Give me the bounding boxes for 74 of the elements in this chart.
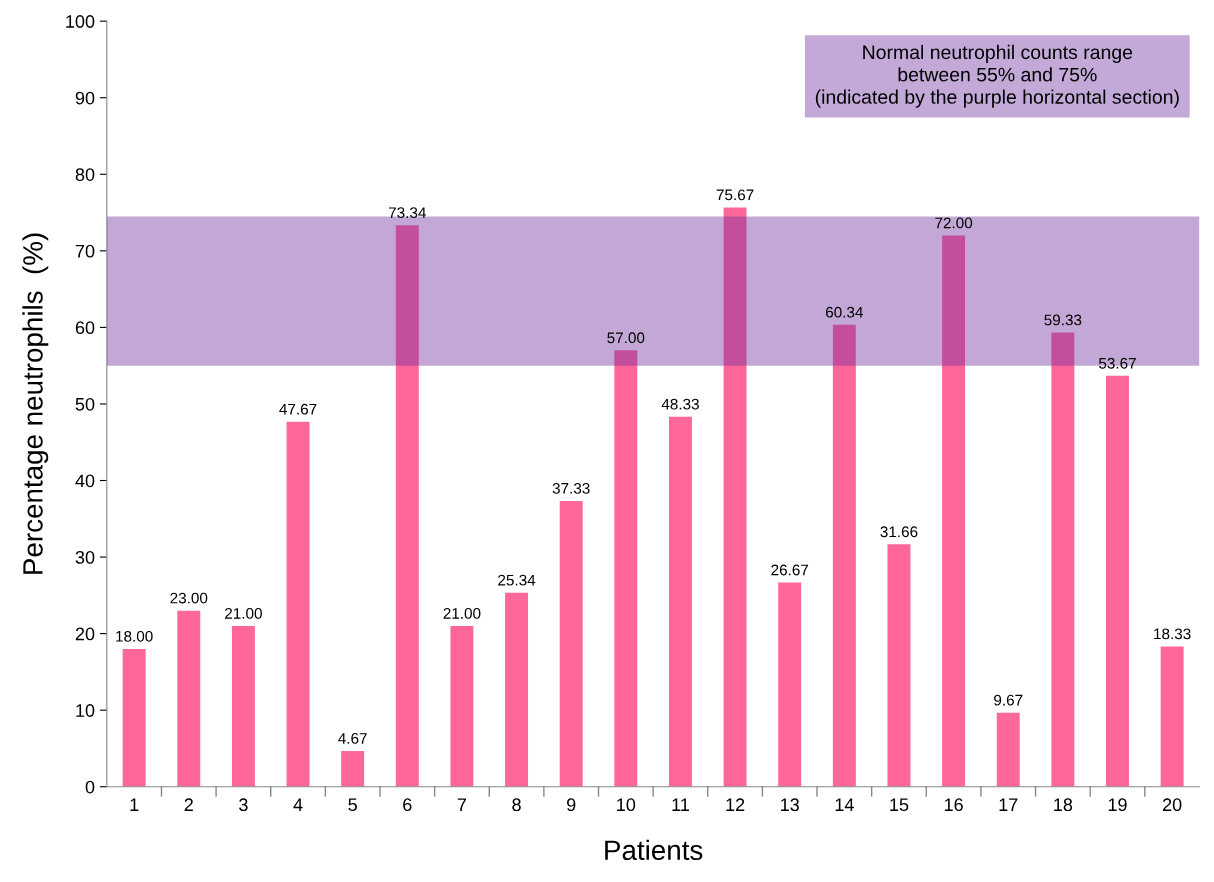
x-tick-label: 12 <box>726 798 745 811</box>
bar <box>723 207 747 787</box>
data-label: 72.00 <box>935 217 973 229</box>
y-tick-label: 40 <box>75 474 95 488</box>
x-tick-label: 9 <box>567 798 576 812</box>
x-tick-label: 6 <box>403 798 412 812</box>
bar <box>614 350 638 787</box>
y-tick-label: 20 <box>75 627 95 641</box>
data-label: 21.00 <box>443 607 481 619</box>
data-label: 37.33 <box>552 482 590 494</box>
x-tick-label: 7 <box>457 798 467 811</box>
data-label: 4.67 <box>338 732 367 744</box>
data-label: 48.33 <box>661 398 699 410</box>
data-label: 47.67 <box>279 403 317 415</box>
x-tick-label: 17 <box>999 798 1018 811</box>
x-tick-label: 18 <box>1054 798 1073 812</box>
bar <box>559 500 583 787</box>
y-tick-label: 30 <box>75 551 95 564</box>
data-label: 9.67 <box>994 694 1023 706</box>
x-tick-label: 2 <box>184 798 193 811</box>
bar <box>177 610 201 787</box>
y-tick-label: 60 <box>75 321 95 335</box>
data-label: 18.00 <box>116 630 153 642</box>
x-tick-label: 20 <box>1162 798 1182 812</box>
y-tick-label: 80 <box>75 168 95 181</box>
y-tick-label: 100 <box>66 15 95 28</box>
bar <box>122 648 146 787</box>
y-tick-label: 0 <box>85 780 95 794</box>
bar <box>942 235 966 787</box>
y-tick-label: 70 <box>75 244 95 258</box>
y-tick-label: 10 <box>76 704 95 717</box>
bar <box>832 324 856 787</box>
bar <box>1160 646 1184 787</box>
bar <box>668 416 692 787</box>
y-tick-label: 50 <box>75 397 95 411</box>
x-tick-label: 15 <box>890 798 909 812</box>
bar <box>778 582 802 787</box>
x-tick-label: 10 <box>617 798 636 812</box>
bar <box>1106 375 1129 787</box>
x-tick-label: 4 <box>293 798 303 811</box>
x-tick-label: 1 <box>130 798 139 811</box>
y-tick-label: 90 <box>75 91 95 105</box>
x-tick-label: 3 <box>239 798 248 812</box>
annotation: Normal neutrophil counts range between 55% and 75% (indicated by the purple horizontal section) <box>815 44 1179 108</box>
bar <box>231 625 255 787</box>
data-label: 18.33 <box>1154 628 1191 640</box>
x-tick-label: 19 <box>1108 798 1127 812</box>
data-label: 75.67 <box>716 189 754 201</box>
data-label: 57.00 <box>607 332 645 344</box>
data-label: 60.34 <box>826 306 864 318</box>
bar <box>286 421 310 787</box>
data-label: 21.00 <box>225 607 262 619</box>
data-label: 53.67 <box>1098 357 1136 369</box>
bar <box>1051 332 1075 787</box>
x-axis-title: Patients <box>605 839 703 861</box>
data-label: 73.34 <box>388 207 426 219</box>
x-tick-label: 14 <box>835 798 854 811</box>
x-tick-label: 8 <box>512 798 521 812</box>
x-tick-label: 11 <box>672 798 689 811</box>
data-label: 23.00 <box>170 592 208 604</box>
data-label: 31.66 <box>880 526 918 538</box>
bar <box>996 712 1020 787</box>
bar <box>505 592 529 787</box>
data-label: 25.34 <box>498 574 536 586</box>
bar <box>450 625 474 787</box>
data-label: 59.33 <box>1044 314 1082 326</box>
bar <box>341 750 365 787</box>
bar <box>887 544 911 787</box>
data-label: 26.67 <box>771 564 809 576</box>
x-tick-label: 5 <box>348 798 357 812</box>
x-tick-label: 16 <box>944 798 963 812</box>
x-tick-label: 13 <box>781 798 799 812</box>
y-axis-title: Percentage neutrophils (%) <box>22 233 49 574</box>
bar <box>395 225 419 787</box>
